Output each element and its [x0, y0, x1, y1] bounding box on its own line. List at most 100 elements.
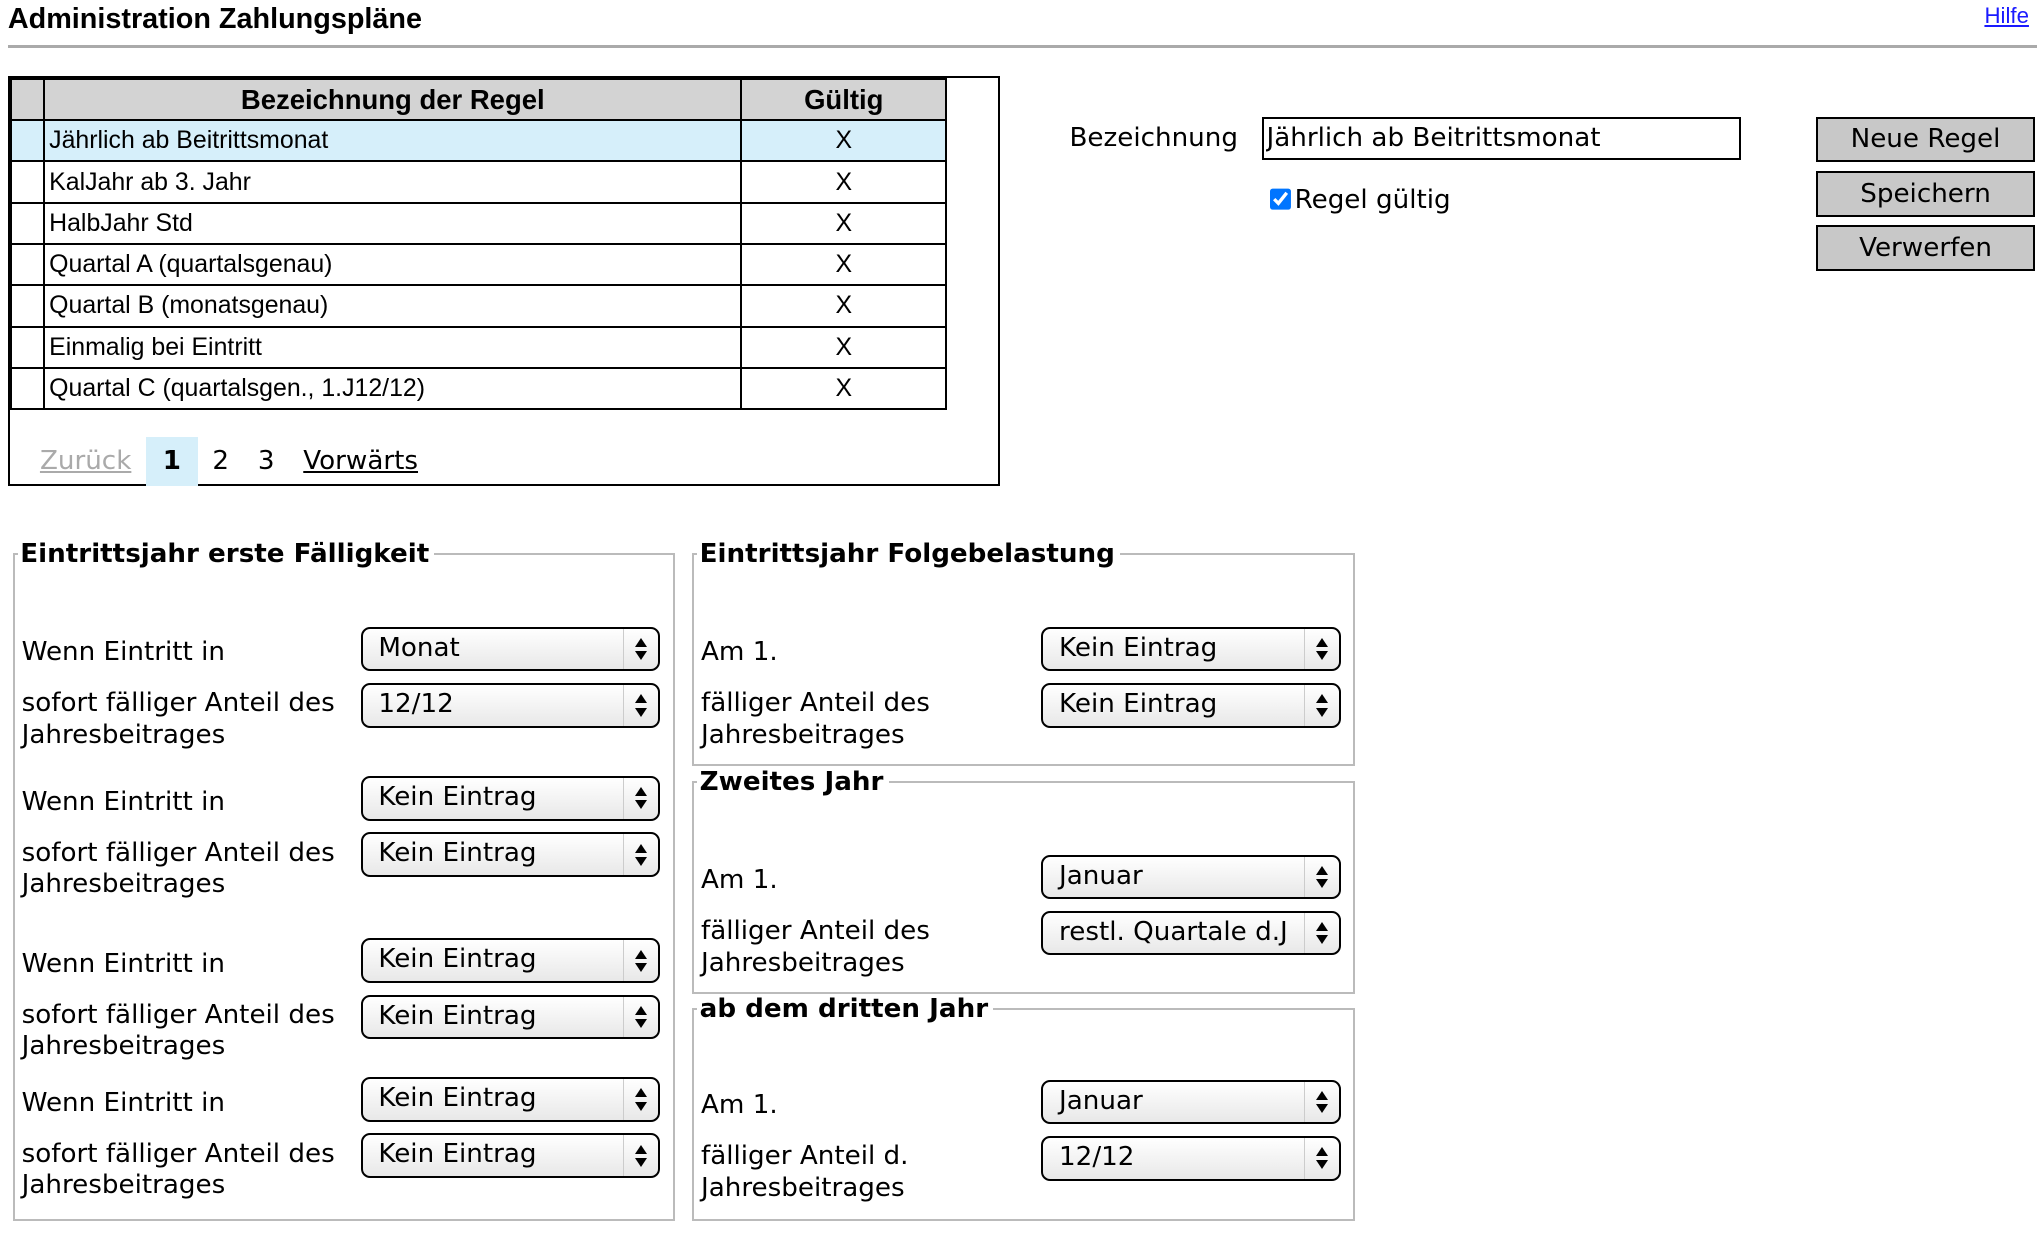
valid-checkbox-label[interactable]: Regel gültig	[1269, 184, 1451, 215]
rules-table: Bezeichnung der Regel Gültig Jährlich ab…	[9, 77, 948, 411]
entry-share-3-label: sofort fälliger Anteil des Jahresbeitrag…	[21, 999, 335, 1062]
rule-valid-cell: X	[740, 284, 948, 328]
first-due-legend: Eintrittsjahr erste Fälligkeit	[20, 539, 430, 570]
entry-when-2-select[interactable]: Kein Eintrag	[360, 776, 661, 821]
entry-share-4-select-value: Kein Eintrag	[378, 1139, 537, 1170]
rule-valid-cell: X	[740, 325, 948, 369]
rule-name-cell[interactable]: Quartal A (quartalsgenau)	[43, 242, 743, 287]
rule-name-cell[interactable]: Jährlich ab Beitrittsmonat	[43, 119, 743, 163]
rule-name-cell[interactable]: Einmalig bei Eintritt	[43, 325, 743, 369]
updown-arrows-icon	[623, 1135, 658, 1176]
rule-name-cell[interactable]: HalbJahr Std	[43, 201, 743, 245]
third-share-label: fälliger Anteil d. Jahresbeitrages	[700, 1141, 909, 1203]
entry-when-4-select[interactable]: Kein Eintrag	[360, 1077, 661, 1122]
rule-name-cell[interactable]: KalJahr ab 3. Jahr	[43, 160, 743, 204]
pager-next[interactable]: Vorwärts	[303, 445, 419, 476]
updown-arrows-icon	[1304, 856, 1339, 898]
pager-page-2[interactable]: 2	[212, 445, 230, 476]
entry-when-1-select[interactable]: Monat	[360, 626, 661, 672]
second-on-select[interactable]: Januar	[1041, 854, 1342, 900]
rule-valid-cell: X	[740, 160, 948, 204]
third-on-select[interactable]: Januar	[1041, 1079, 1342, 1125]
rule-valid-cell: X	[740, 119, 948, 163]
new-rule-button[interactable]: Neue Regel	[1815, 116, 2036, 163]
entry-when-3-label: Wenn Eintritt in	[21, 948, 225, 979]
follow-on-select[interactable]: Kein Eintrag	[1041, 626, 1342, 672]
entry-share-1-select[interactable]: 12/12	[360, 683, 661, 728]
table-row[interactable]: Quartal B (monatsgenau) X	[9, 284, 948, 328]
follow-share-label: fälliger Anteil des Jahresbeitrages	[700, 688, 930, 750]
updown-arrows-icon	[623, 628, 658, 670]
second-on-label: Am 1.	[700, 865, 778, 896]
updown-arrows-icon	[623, 685, 658, 726]
valid-checkbox[interactable]	[1269, 188, 1292, 211]
updown-arrows-icon	[623, 834, 658, 875]
second-share-select-value: restl. Quartale d.J	[1059, 916, 1288, 947]
entry-share-1-select-value: 12/12	[378, 689, 454, 720]
help-link[interactable]: Hilfe	[1984, 2, 2029, 28]
table-row[interactable]: Jährlich ab Beitrittsmonat X	[9, 119, 948, 163]
entry-share-3-select-value: Kein Eintrag	[378, 1000, 537, 1031]
third-on-select-value: Januar	[1059, 1085, 1143, 1116]
row-marker	[9, 325, 46, 369]
name-input[interactable]	[1261, 116, 1741, 160]
rule-valid-cell: X	[740, 201, 948, 245]
rule-name-cell[interactable]: Quartal B (monatsgenau)	[43, 284, 743, 328]
follow-share-select[interactable]: Kein Eintrag	[1041, 683, 1342, 728]
updown-arrows-icon	[623, 996, 658, 1038]
rule-valid-cell: X	[740, 242, 948, 287]
third-share-select-value: 12/12	[1059, 1142, 1135, 1173]
entry-when-4-select-value: Kein Eintrag	[378, 1083, 537, 1114]
column-header-valid[interactable]: Gültig	[740, 77, 948, 122]
pager-page-3[interactable]: 3	[257, 445, 275, 476]
entry-when-3-select[interactable]: Kein Eintrag	[360, 938, 661, 983]
third-on-label: Am 1.	[700, 1090, 778, 1121]
table-row[interactable]: Quartal C (quartalsgen., 1.J12/12) X	[9, 366, 948, 411]
entry-share-3-select[interactable]: Kein Eintrag	[360, 994, 661, 1040]
entry-when-2-label: Wenn Eintritt in	[21, 786, 225, 817]
updown-arrows-icon	[623, 778, 658, 819]
second-year-legend: Zweites Jahr	[699, 767, 884, 798]
second-share-select[interactable]: restl. Quartale d.J	[1041, 910, 1342, 956]
row-marker	[9, 201, 46, 245]
pager-prev: Zurück	[39, 445, 132, 476]
entry-share-2-label: sofort fälliger Anteil des Jahresbeitrag…	[21, 837, 335, 900]
first-due-fieldset: Eintrittsjahr erste Fälligkeit Wenn Eint…	[13, 539, 676, 1222]
entry-share-4-select[interactable]: Kein Eintrag	[360, 1133, 661, 1178]
updown-arrows-icon	[623, 940, 658, 981]
table-row[interactable]: Einmalig bei Eintritt X	[9, 325, 948, 369]
updown-arrows-icon	[1304, 1138, 1339, 1179]
entry-when-2-select-value: Kein Eintrag	[378, 782, 537, 813]
table-row[interactable]: KalJahr ab 3. Jahr X	[9, 160, 948, 204]
entry-when-4-label: Wenn Eintritt in	[21, 1087, 225, 1118]
discard-button[interactable]: Verwerfen	[1815, 225, 2036, 271]
rule-name-cell[interactable]: Quartal C (quartalsgen., 1.J12/12)	[43, 366, 743, 411]
pager-page-1[interactable]: 1	[145, 436, 198, 487]
table-row[interactable]: HalbJahr Std X	[9, 201, 948, 245]
updown-arrows-icon	[1304, 685, 1339, 726]
entry-share-4-label: sofort fälliger Anteil des Jahresbeitrag…	[21, 1138, 335, 1201]
second-share-label: fälliger Anteil des Jahresbeitrages	[700, 916, 930, 978]
row-marker	[9, 242, 46, 287]
updown-arrows-icon	[1304, 1081, 1339, 1123]
rule-valid-cell: X	[740, 366, 948, 411]
row-marker	[9, 284, 46, 328]
valid-checkbox-text: Regel gültig	[1294, 184, 1451, 215]
row-marker-header	[9, 77, 46, 122]
save-button[interactable]: Speichern	[1815, 171, 2036, 218]
entry-share-1-label: sofort fälliger Anteil des Jahresbeitrag…	[21, 688, 335, 750]
third-share-select[interactable]: 12/12	[1041, 1136, 1342, 1181]
follow-on-label: Am 1.	[700, 637, 778, 668]
third-year-fieldset: ab dem dritten Jahr Am 1. Januar fälliger …	[692, 993, 1355, 1222]
table-row[interactable]: Quartal A (quartalsgenau) X	[9, 242, 948, 287]
entry-share-2-select-value: Kein Eintrag	[378, 838, 537, 869]
follow-share-select-value: Kein Eintrag	[1059, 689, 1218, 720]
row-marker	[9, 119, 46, 163]
updown-arrows-icon	[623, 1079, 658, 1120]
row-marker	[9, 160, 46, 204]
pagination: Zurück 1 2 3 Vorwärts	[26, 436, 433, 487]
entry-share-2-select[interactable]: Kein Eintrag	[360, 832, 661, 877]
row-marker	[9, 366, 46, 411]
follow-on-select-value: Kein Eintrag	[1059, 632, 1218, 663]
column-header-name[interactable]: Bezeichnung der Regel	[43, 77, 743, 122]
